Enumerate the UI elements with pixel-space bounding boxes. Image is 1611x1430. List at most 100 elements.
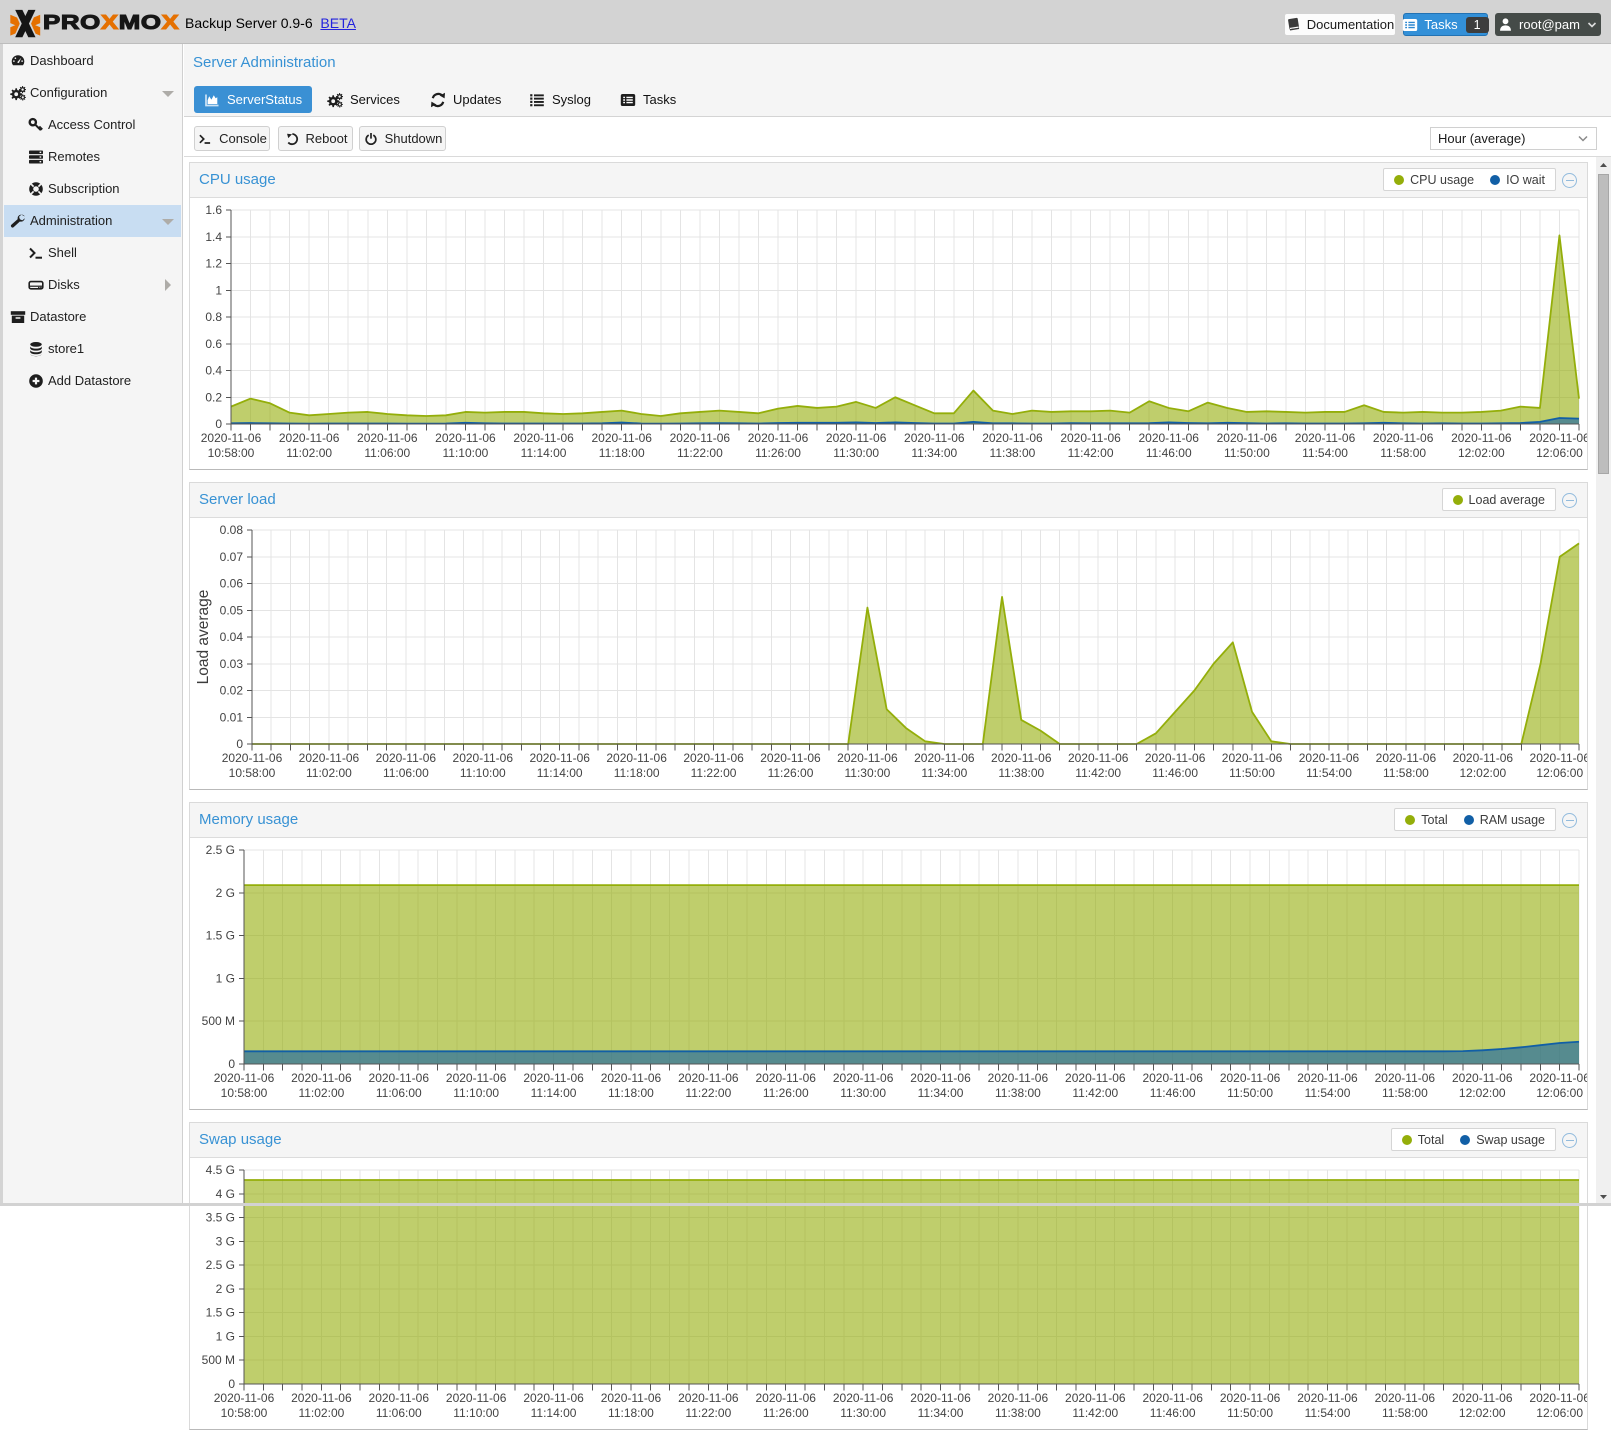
svg-text:2020-11-06: 2020-11-06 <box>910 1071 971 1085</box>
svg-text:10:58:00: 10:58:00 <box>221 1086 268 1100</box>
svg-text:2020-11-06: 2020-11-06 <box>1529 1391 1587 1405</box>
svg-text:2020-11-06: 2020-11-06 <box>523 1391 584 1405</box>
svg-text:2020-11-06: 2020-11-06 <box>1453 751 1514 765</box>
svg-text:11:46:00: 11:46:00 <box>1152 766 1198 780</box>
svg-text:11:06:00: 11:06:00 <box>376 1406 422 1420</box>
svg-text:11:54:00: 11:54:00 <box>1305 1086 1351 1100</box>
svg-text:2020-11-06: 2020-11-06 <box>678 1071 739 1085</box>
svg-text:11:42:00: 11:42:00 <box>1072 1406 1118 1420</box>
svg-text:2020-11-06: 2020-11-06 <box>1060 431 1121 445</box>
svg-text:2020-11-06: 2020-11-06 <box>1529 431 1587 445</box>
svg-text:11:50:00: 11:50:00 <box>1227 1086 1273 1100</box>
svg-text:4 G: 4 G <box>216 1187 235 1201</box>
svg-text:11:46:00: 11:46:00 <box>1150 1406 1196 1420</box>
svg-text:11:34:00: 11:34:00 <box>921 766 967 780</box>
svg-text:10:58:00: 10:58:00 <box>229 766 276 780</box>
svg-text:11:14:00: 11:14:00 <box>521 446 567 460</box>
svg-text:11:50:00: 11:50:00 <box>1229 766 1275 780</box>
svg-text:12:06:00: 12:06:00 <box>1536 1086 1583 1100</box>
svg-text:2020-11-06: 2020-11-06 <box>606 751 667 765</box>
svg-text:11:26:00: 11:26:00 <box>755 446 801 460</box>
svg-text:11:50:00: 11:50:00 <box>1224 446 1270 460</box>
svg-text:1.5 G: 1.5 G <box>206 929 235 943</box>
svg-text:11:38:00: 11:38:00 <box>998 766 1044 780</box>
svg-text:2020-11-06: 2020-11-06 <box>1065 1391 1126 1405</box>
svg-text:0.05: 0.05 <box>220 603 244 617</box>
svg-text:2020-11-06: 2020-11-06 <box>748 431 809 445</box>
svg-text:11:58:00: 11:58:00 <box>1382 1086 1428 1100</box>
svg-text:2020-11-06: 2020-11-06 <box>991 751 1052 765</box>
svg-text:11:38:00: 11:38:00 <box>995 1406 1041 1420</box>
svg-text:2020-11-06: 2020-11-06 <box>826 431 887 445</box>
svg-text:11:22:00: 11:22:00 <box>685 1086 731 1100</box>
svg-text:2020-11-06: 2020-11-06 <box>1142 1071 1203 1085</box>
svg-text:11:18:00: 11:18:00 <box>599 446 645 460</box>
svg-text:11:58:00: 11:58:00 <box>1382 1406 1428 1420</box>
svg-text:2020-11-06: 2020-11-06 <box>1295 431 1356 445</box>
svg-text:11:34:00: 11:34:00 <box>918 1406 964 1420</box>
svg-text:0.08: 0.08 <box>220 523 244 537</box>
svg-text:2020-11-06: 2020-11-06 <box>755 1391 816 1405</box>
svg-text:11:30:00: 11:30:00 <box>840 1086 886 1100</box>
svg-text:2020-11-06: 2020-11-06 <box>214 1391 275 1405</box>
svg-text:2020-11-06: 2020-11-06 <box>1142 1391 1203 1405</box>
svg-text:2020-11-06: 2020-11-06 <box>1065 1071 1126 1085</box>
svg-text:12:02:00: 12:02:00 <box>1459 1406 1506 1420</box>
svg-text:10:58:00: 10:58:00 <box>208 446 255 460</box>
svg-text:2020-11-06: 2020-11-06 <box>1373 431 1434 445</box>
svg-text:12:06:00: 12:06:00 <box>1536 446 1583 460</box>
svg-text:0.8: 0.8 <box>205 310 222 324</box>
svg-text:11:18:00: 11:18:00 <box>608 1086 654 1100</box>
svg-text:12:02:00: 12:02:00 <box>1459 1086 1506 1100</box>
svg-text:2020-11-06: 2020-11-06 <box>678 1391 739 1405</box>
svg-text:2020-11-06: 2020-11-06 <box>222 751 283 765</box>
svg-text:11:26:00: 11:26:00 <box>763 1406 809 1420</box>
svg-text:11:30:00: 11:30:00 <box>840 1406 886 1420</box>
svg-text:2020-11-06: 2020-11-06 <box>376 751 437 765</box>
svg-text:11:54:00: 11:54:00 <box>1306 766 1352 780</box>
svg-text:2020-11-06: 2020-11-06 <box>1376 751 1437 765</box>
svg-text:11:42:00: 11:42:00 <box>1075 766 1121 780</box>
svg-text:2020-11-06: 2020-11-06 <box>369 1071 430 1085</box>
svg-text:11:06:00: 11:06:00 <box>376 1086 422 1100</box>
svg-text:0: 0 <box>228 1377 235 1391</box>
svg-text:12:06:00: 12:06:00 <box>1536 1406 1583 1420</box>
svg-text:2020-11-06: 2020-11-06 <box>1138 431 1199 445</box>
svg-text:1.2: 1.2 <box>205 257 222 271</box>
svg-text:2.5 G: 2.5 G <box>206 1258 235 1272</box>
svg-text:0.03: 0.03 <box>220 657 244 671</box>
svg-text:2.5 G: 2.5 G <box>206 843 235 857</box>
svg-text:2020-11-06: 2020-11-06 <box>453 751 514 765</box>
svg-text:3.5 G: 3.5 G <box>206 1211 235 1225</box>
svg-text:11:10:00: 11:10:00 <box>443 446 489 460</box>
svg-text:2020-11-06: 2020-11-06 <box>1297 1071 1358 1085</box>
svg-text:11:22:00: 11:22:00 <box>677 446 723 460</box>
svg-text:11:58:00: 11:58:00 <box>1383 766 1429 780</box>
svg-text:2020-11-06: 2020-11-06 <box>988 1391 1049 1405</box>
svg-text:0.4: 0.4 <box>205 364 222 378</box>
svg-text:11:54:00: 11:54:00 <box>1302 446 1348 460</box>
svg-text:2020-11-06: 2020-11-06 <box>446 1071 507 1085</box>
svg-text:2020-11-06: 2020-11-06 <box>1220 1391 1281 1405</box>
svg-text:11:02:00: 11:02:00 <box>286 446 332 460</box>
svg-text:2020-11-06: 2020-11-06 <box>446 1391 507 1405</box>
svg-text:2020-11-06: 2020-11-06 <box>513 431 574 445</box>
svg-text:11:02:00: 11:02:00 <box>298 1406 344 1420</box>
svg-text:12:06:00: 12:06:00 <box>1536 766 1583 780</box>
svg-text:11:02:00: 11:02:00 <box>298 1086 344 1100</box>
svg-text:11:30:00: 11:30:00 <box>845 766 891 780</box>
svg-text:2020-11-06: 2020-11-06 <box>914 751 975 765</box>
svg-text:11:34:00: 11:34:00 <box>911 446 957 460</box>
svg-text:2020-11-06: 2020-11-06 <box>435 431 496 445</box>
svg-text:0.06: 0.06 <box>220 577 244 591</box>
svg-text:500 M: 500 M <box>202 1014 235 1028</box>
svg-text:2020-11-06: 2020-11-06 <box>214 1071 275 1085</box>
svg-text:2020-11-06: 2020-11-06 <box>357 431 418 445</box>
svg-text:11:50:00: 11:50:00 <box>1227 1406 1273 1420</box>
svg-text:11:18:00: 11:18:00 <box>614 766 660 780</box>
svg-text:2020-11-06: 2020-11-06 <box>591 431 652 445</box>
svg-text:2020-11-06: 2020-11-06 <box>1297 1391 1358 1405</box>
svg-text:2020-11-06: 2020-11-06 <box>1217 431 1278 445</box>
svg-text:11:42:00: 11:42:00 <box>1072 1086 1118 1100</box>
svg-text:2020-11-06: 2020-11-06 <box>760 751 821 765</box>
